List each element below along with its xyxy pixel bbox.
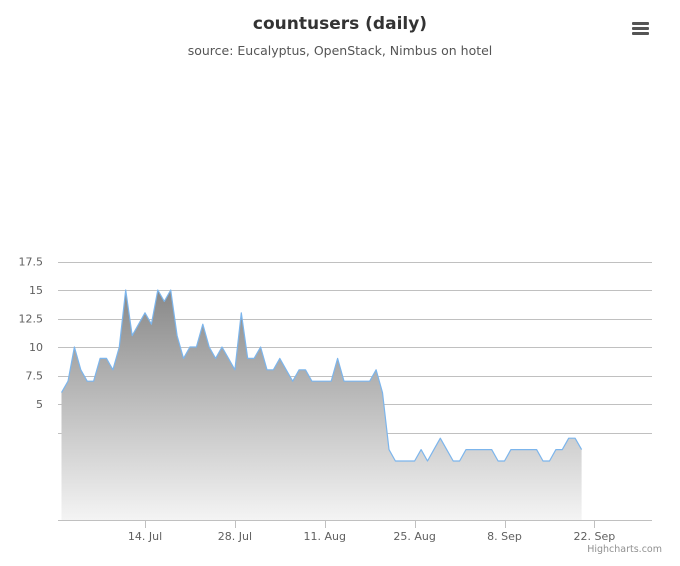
y-axis-labels: 17.5 15 12.5 10 7.5 5 bbox=[19, 256, 44, 412]
y-tick-label: 15 bbox=[29, 284, 43, 297]
y-tick-label: 7.5 bbox=[26, 370, 44, 383]
hamburger-menu-icon[interactable] bbox=[628, 17, 654, 41]
y-tick-label: 5 bbox=[36, 398, 43, 411]
y-tick-label: 12.5 bbox=[19, 313, 44, 326]
x-tick-label: 14. Jul bbox=[128, 530, 162, 543]
x-tick-label: 11. Aug bbox=[304, 530, 346, 543]
series-line bbox=[60, 289, 583, 462]
y-tick-label: 17.5 bbox=[19, 256, 44, 269]
x-tick-label: 28. Jul bbox=[218, 530, 252, 543]
chart-title: countusers (daily) bbox=[252, 14, 428, 34]
credits-link[interactable]: Highcharts.com bbox=[587, 544, 662, 555]
axes bbox=[58, 520, 652, 528]
series-area bbox=[60, 289, 583, 520]
chart-subtitle: source: Eucalyptus, OpenStack, Nimbus on… bbox=[187, 43, 493, 58]
x-tick-label: 22. Sep bbox=[574, 530, 616, 543]
x-axis-labels: 14. Jul 28. Jul 11. Aug 25. Aug 8. Sep 22. Se… bbox=[128, 530, 615, 543]
x-tick-label: 8. Sep bbox=[487, 530, 522, 543]
y-tick-label: 10 bbox=[29, 341, 43, 354]
x-tick-label: 25. Aug bbox=[393, 530, 435, 543]
